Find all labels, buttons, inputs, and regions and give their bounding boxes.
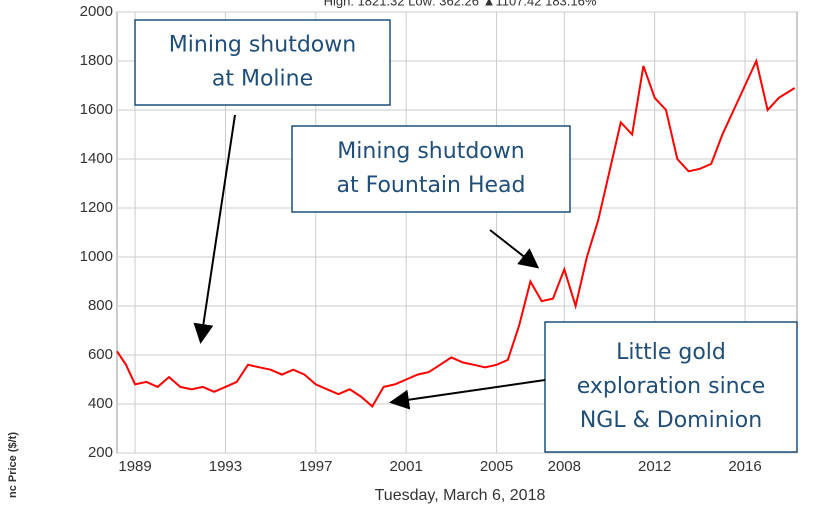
y-axis-title: nc Price ($/t)	[7, 432, 19, 498]
annotation-text: at Fountain Head	[337, 173, 526, 198]
annotation-text: exploration since	[577, 374, 766, 399]
x-tick-label: 2012	[638, 458, 671, 475]
x-tick-label: 1989	[118, 458, 151, 475]
y-tick-label: 2000	[80, 3, 113, 20]
annotation-text: NGL & Dominion	[580, 408, 762, 433]
y-tick-label: 600	[88, 346, 113, 363]
y-tick-label: 1600	[80, 101, 113, 118]
x-tick-label: 2016	[728, 458, 761, 475]
x-tick-label: 1997	[299, 458, 332, 475]
y-tick-label: 1800	[80, 52, 113, 69]
annotation-box	[291, 125, 571, 213]
y-tick-label: 200	[88, 444, 113, 461]
x-tick-label: 2001	[389, 458, 422, 475]
annotation-text: Little gold	[616, 340, 726, 365]
annotation-text: at Moline	[212, 67, 313, 92]
y-tick-label: 1200	[80, 199, 113, 216]
y-tick-label: 800	[88, 297, 113, 314]
y-tick-label: 1000	[80, 248, 113, 265]
y-tick-label: 400	[88, 395, 113, 412]
annotation-box	[134, 19, 391, 106]
x-tick-label: 2005	[480, 458, 513, 475]
annotation-text: Mining shutdown	[169, 33, 356, 58]
arrow	[389, 379, 546, 410]
arrow	[193, 114, 236, 344]
annotation-text: Mining shutdown	[337, 139, 524, 164]
x-tick-label: 2008	[548, 458, 581, 475]
x-axis-title: Tuesday, March 6, 2018	[375, 487, 546, 504]
annotations: Mining shutdown at Moline Mining shutdown a…	[134, 19, 798, 453]
y-tick-label: 1400	[80, 150, 113, 167]
chart-title: High: 1821.32 Low: 362.26 ▲1107.42 183.1…	[324, 0, 597, 8]
annotation-box	[544, 321, 798, 453]
line-series	[116, 57, 796, 408]
x-tick-label: 1993	[209, 458, 242, 475]
arrow	[489, 229, 540, 269]
